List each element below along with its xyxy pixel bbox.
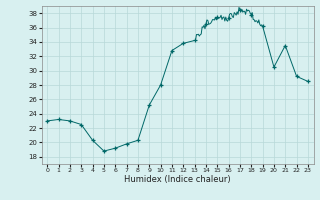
X-axis label: Humidex (Indice chaleur): Humidex (Indice chaleur) bbox=[124, 175, 231, 184]
